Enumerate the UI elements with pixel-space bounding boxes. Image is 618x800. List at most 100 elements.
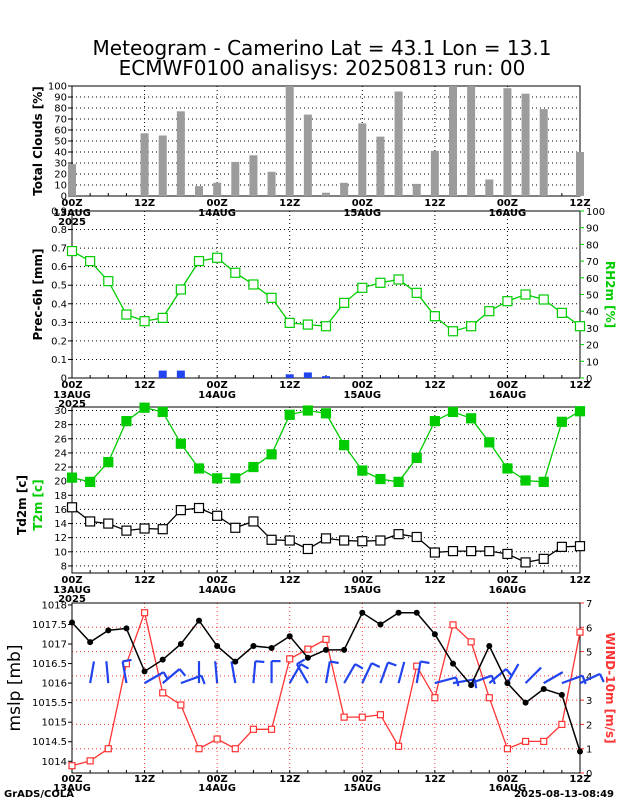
x-hour-label: 12Z [134,198,155,209]
cloud-bar [140,133,149,196]
y2-tick-label: 10 [586,357,599,368]
rh-point [538,294,549,305]
y-tick-label: 1014 [42,757,67,768]
t2m-point [302,405,313,416]
td2m-point [538,553,549,564]
y2-tick-label: 30 [586,324,599,335]
td2m-point [447,546,459,557]
rh-point [248,279,259,290]
y-tick-label: 0.8 [51,225,67,236]
rh-point [574,321,586,332]
mslp-point [468,682,475,689]
wind-barb [295,663,309,684]
mslp-point [141,668,148,675]
t2m-point [429,416,440,427]
y-tick-label: 1014.5 [32,737,67,748]
x-date-label: 13AUG [53,390,91,401]
mslp-point [87,639,94,646]
t2m-point [284,409,295,420]
rh-point [556,307,567,318]
x-hour-label: 00Z [352,774,373,785]
title-line-1: Meteogram - Camerino Lat = 43.1 Lon = 13… [93,36,552,60]
mslp-point [196,617,202,624]
x-hour-label: 00Z [61,575,82,586]
y2-tick-label: 1 [586,745,592,756]
x-hour-label: 12Z [569,774,590,785]
cloud-bar [322,192,330,196]
wind-barb [524,666,542,684]
wind-barb [361,662,373,684]
rh-point [320,321,332,332]
rh-point [230,267,241,278]
mslp-point [268,644,275,651]
y-tick-label: 40 [54,148,67,159]
precip-y-label: Prec-6h [mm] [31,249,45,341]
y-tick-label: 1017.5 [32,620,67,631]
t2m-point [339,440,350,451]
mslp-point [250,642,257,649]
x-hour-label: 12Z [279,198,300,209]
x-date-label: 15AUG [343,390,381,401]
y2-tick-label: 100 [586,207,605,218]
mslp-point [177,641,184,648]
mslp-y-label: mslp [mb] [5,645,25,732]
y2-tick-label: 7 [586,599,592,610]
x-date-label: 16AUG [489,783,527,794]
mslp-point [558,691,565,698]
x-year-label: 2025 [58,594,86,605]
rh-y-label: RH2m [%] [603,261,617,328]
cloud-bar [376,136,385,196]
y2-tick-label: 0 [586,374,592,385]
y-tick-label: 18 [54,491,67,502]
wind-point [322,635,330,644]
y2-tick-label: 4 [586,672,592,683]
y2-tick-label: 90 [586,224,599,235]
y-tick-label: 50 [54,137,67,148]
td2m-point [103,518,114,529]
cloud-bar [340,182,349,196]
y-tick-label: 22 [54,463,67,474]
t2m-point [520,475,531,486]
rh-point [411,287,422,298]
cloud-bar [539,109,548,196]
y-tick-label: 30 [54,159,67,170]
wind-point [576,628,584,636]
td2m-point [139,523,150,534]
y-tick-label: 100 [48,82,67,93]
x-hour-label: 12Z [279,774,300,785]
td2m-point [266,534,277,545]
x-date-label: 16AUG [489,585,527,596]
td2m-point [175,505,186,516]
td2m-point [339,535,350,546]
rh-point [212,252,223,263]
y-tick-label: 20 [54,170,67,181]
wind-barb [488,668,507,684]
mslp-point [341,646,348,653]
cloud-bar [285,86,294,196]
rh-point [339,297,350,308]
rh-point [66,245,78,257]
rh-point [375,277,386,288]
td2m-point [502,548,513,560]
wind-barb [470,674,493,685]
wind-barb [506,663,520,684]
x-date-label: 14AUG [198,390,236,401]
td2m-point [85,516,96,527]
precip-bar [285,374,294,378]
y-tick-label: 1015 [42,718,67,729]
cloud-bar [249,155,258,196]
t2m-point [66,472,78,483]
y2-tick-label: 20 [586,341,599,352]
y-tick-label: 1018 [42,600,67,611]
wind-barb-feather [598,673,605,683]
y-tick-label: 10 [54,181,67,192]
wind-barb-feather [420,660,430,665]
td2m-point [574,541,586,552]
mslp-point [395,609,402,616]
rh-point [357,282,368,293]
wind-point [431,694,439,702]
y2-tick-label: 5 [586,648,592,659]
y2-tick-label: 40 [586,307,599,318]
rh-point [393,274,404,285]
